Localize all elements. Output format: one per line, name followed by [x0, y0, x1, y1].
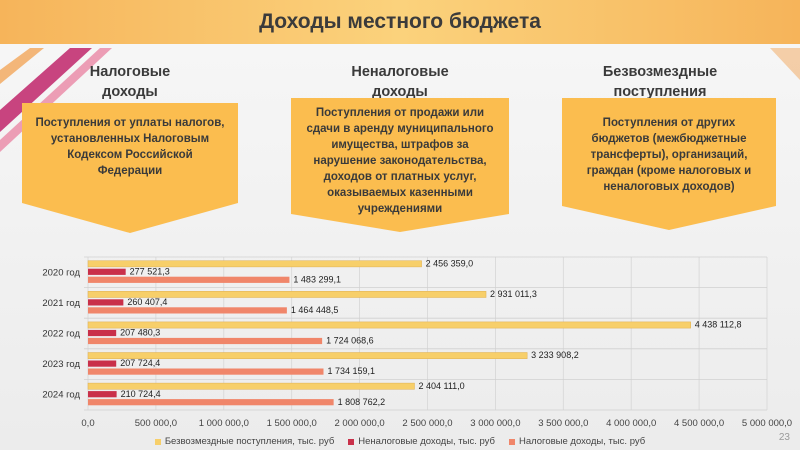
category-label: 2022 год: [42, 329, 80, 340]
card-text: Поступления от продажи или сдачи в аренд…: [291, 105, 509, 217]
data-label: 1 724 068,6: [326, 336, 374, 346]
bar: [87, 291, 487, 298]
card-text-line: граждан (кроме налоговых и: [586, 165, 752, 177]
x-tick-label: 4 000 000,0: [606, 418, 656, 429]
data-label: 3 233 908,2: [531, 350, 579, 360]
column-title-line: доходы: [372, 84, 428, 100]
x-tick-label: 3 000 000,0: [470, 418, 520, 429]
bar: [87, 260, 422, 268]
x-tick-label: 3 500 000,0: [538, 418, 588, 429]
column-title-tax: Налоговые доходы: [55, 62, 205, 102]
bar: [88, 268, 126, 275]
bar: [88, 329, 117, 337]
data-label: 1 808 762,2: [338, 397, 386, 407]
slide-title: Доходы местного бюджета: [259, 10, 541, 33]
category-label: 2020 год: [42, 267, 80, 278]
bar: [87, 352, 528, 359]
bar: [87, 382, 415, 390]
card-shape: [291, 98, 509, 232]
legend-swatch: [508, 438, 515, 445]
legend-swatch: [154, 438, 161, 445]
card-text-line: учреждениями: [357, 203, 443, 215]
data-label: 210 724,4: [121, 389, 161, 399]
bar: [88, 399, 334, 406]
bar: [88, 337, 323, 345]
bar: [88, 307, 287, 314]
data-label: 277 521,3: [130, 266, 170, 276]
bar: [87, 321, 691, 329]
card-text-line: оказываемых казенными: [327, 187, 473, 199]
legend-label: Неналоговые доходы, тыс. руб: [358, 436, 495, 447]
column-title-line: Безвозмездные: [602, 64, 718, 80]
x-tick-label: 1 000 000,0: [199, 418, 249, 429]
card-text-line: нарушение законодательства,: [313, 155, 487, 167]
category-label: 2021 год: [42, 298, 80, 309]
card-text-line: трансферты), организаций,: [590, 149, 748, 161]
x-tick-label: 4 500 000,0: [674, 418, 724, 429]
card-gratuitous: Поступления от других бюджетов (межбюдже…: [562, 98, 776, 230]
card-text-line: Поступления от уплаты налогов,: [35, 117, 225, 129]
column-title-line: Налоговые: [89, 64, 171, 80]
x-tick-label: 5 000 000,0: [742, 418, 792, 429]
data-label: 2 404 111,0: [418, 381, 464, 391]
data-label: 1 464 448,5: [291, 305, 339, 315]
x-tick-label: 2 000 000,0: [335, 418, 385, 429]
column-title-nontax: Неналоговые доходы: [320, 62, 480, 102]
card-text-line: неналоговых доходов): [603, 181, 735, 193]
x-tick-label: 2 500 000,0: [402, 418, 452, 429]
card-text-line: имущества, штрафов за: [331, 139, 469, 151]
category-label: 2024 год: [42, 390, 80, 401]
card-shape: [562, 98, 776, 230]
card-text: Поступления от уплаты налогов, установле…: [22, 115, 238, 179]
x-tick-label: 0,0: [81, 418, 94, 429]
data-label: 207 724,4: [120, 358, 160, 368]
bar: [88, 368, 324, 375]
data-label: 2 931 011,3: [490, 289, 537, 299]
legend-item: Налоговые доходы, тыс. руб: [508, 436, 646, 447]
data-label: 1 483 299,1: [293, 274, 341, 284]
data-label: 260 407,4: [127, 297, 167, 307]
card-text-line: сдачи в аренду муниципального: [306, 123, 494, 135]
legend-label: Безвозмездные поступления, тыс. руб: [164, 436, 335, 447]
data-label: 1 734 159,1: [327, 366, 375, 376]
card-shape: [22, 103, 238, 233]
card-nontax: Поступления от продажи или сдачи в аренд…: [291, 98, 509, 232]
slide-header: Доходы местного бюджета: [0, 0, 800, 44]
legend-item: Неналоговые доходы, тыс. руб: [348, 436, 495, 447]
page-number: 23: [778, 432, 790, 443]
legend-label: Налоговые доходы, тыс. руб: [518, 436, 646, 447]
bar: [88, 299, 124, 306]
x-tick-label: 1 500 000,0: [267, 418, 317, 429]
data-label: 4 438 112,8: [695, 320, 742, 330]
data-label: 2 456 359,0: [426, 258, 474, 268]
card-text-line: Поступления от продажи или: [315, 107, 485, 119]
legend-item: Безвозмездные поступления, тыс. руб: [154, 436, 335, 447]
card-text-line: доходов от платных услуг,: [323, 171, 477, 183]
card-text-line: Кодексом Российской: [67, 149, 193, 161]
card-tax: Поступления от уплаты налогов, установле…: [22, 103, 238, 233]
column-title-line: доходы: [102, 84, 158, 100]
data-label: 207 480,3: [120, 328, 160, 338]
column-title-gratuitous: Безвозмездные поступления: [580, 62, 740, 102]
card-text: Поступления от других бюджетов (межбюдже…: [562, 115, 776, 195]
bar: [88, 276, 290, 283]
card-text-line: Поступления от других: [602, 117, 736, 129]
legend-swatch: [348, 438, 355, 445]
card-text-line: бюджетов (межбюджетные: [591, 133, 747, 145]
column-title-line: поступления: [613, 84, 707, 100]
x-tick-label: 500 000,0: [135, 418, 177, 429]
column-title-line: Неналоговые: [351, 64, 449, 80]
bar: [88, 360, 117, 367]
card-text-line: Федерации: [97, 165, 163, 177]
card-text-line: установленных Налоговым: [50, 133, 210, 145]
category-label: 2023 год: [42, 359, 80, 370]
bar: [88, 391, 117, 398]
chart-legend: Безвозмездные поступления, тыс. руб Нена…: [0, 436, 800, 447]
